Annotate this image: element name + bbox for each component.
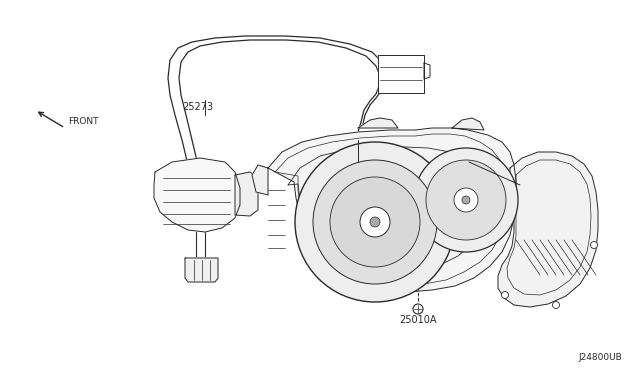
Polygon shape: [452, 118, 484, 130]
Polygon shape: [424, 63, 430, 79]
Text: J24800UB: J24800UB: [578, 353, 622, 362]
Circle shape: [552, 301, 559, 308]
Circle shape: [360, 207, 390, 237]
Polygon shape: [498, 152, 598, 307]
Text: 25010A: 25010A: [399, 315, 436, 325]
Polygon shape: [154, 158, 240, 232]
Circle shape: [330, 177, 420, 267]
Circle shape: [502, 292, 509, 298]
Circle shape: [413, 304, 423, 314]
Circle shape: [591, 241, 598, 248]
Text: FRONT: FRONT: [68, 118, 99, 126]
Circle shape: [426, 160, 506, 240]
Text: 24B13: 24B13: [453, 150, 484, 160]
Circle shape: [313, 160, 437, 284]
Text: 24B50: 24B50: [342, 150, 374, 160]
Text: 25273: 25273: [182, 102, 214, 112]
Circle shape: [454, 188, 478, 212]
Circle shape: [462, 196, 470, 204]
Polygon shape: [235, 172, 258, 216]
Circle shape: [295, 142, 455, 302]
Polygon shape: [185, 258, 218, 282]
Polygon shape: [252, 165, 268, 195]
Polygon shape: [268, 128, 516, 292]
Circle shape: [370, 217, 380, 227]
Polygon shape: [378, 55, 424, 93]
Circle shape: [414, 148, 518, 252]
Polygon shape: [358, 118, 398, 128]
